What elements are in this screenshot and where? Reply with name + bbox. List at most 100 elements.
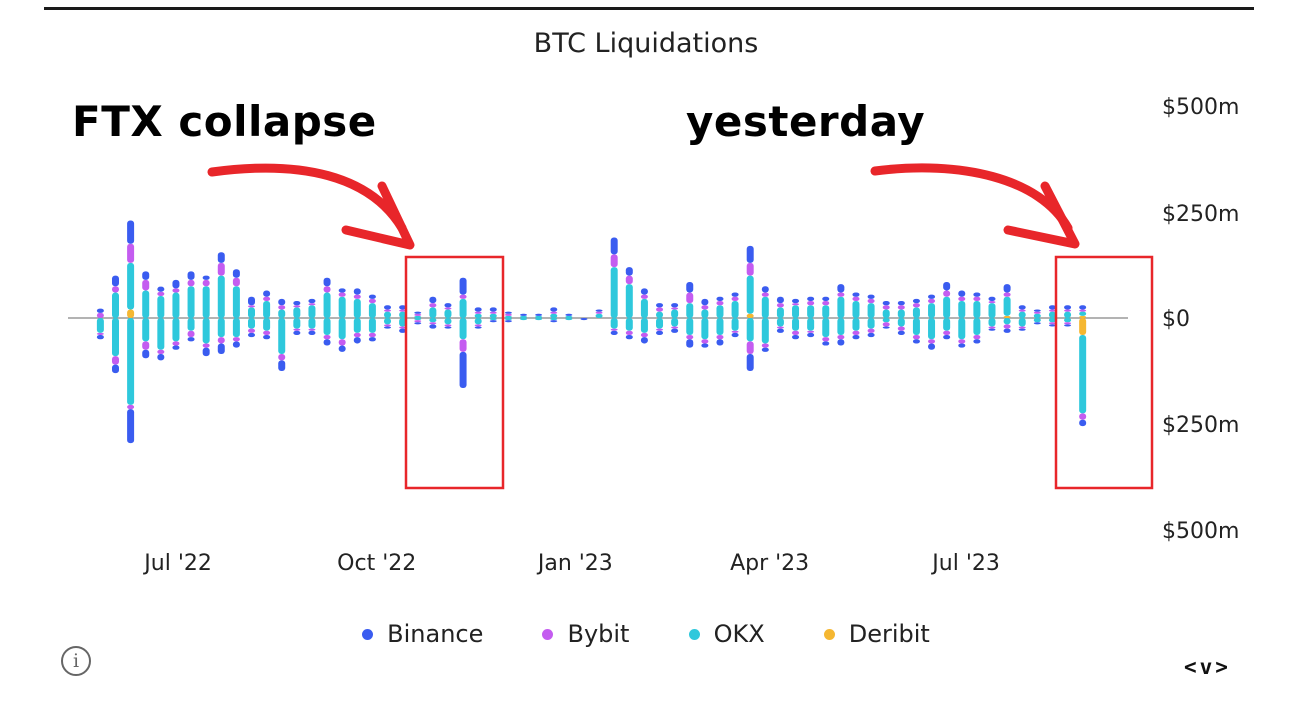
bar-segment-bybit bbox=[701, 339, 709, 344]
bar-segment-binance bbox=[1048, 305, 1056, 310]
bar-segment-okx bbox=[928, 303, 936, 318]
bar-segment-binance bbox=[187, 337, 195, 342]
bar-segment-binance bbox=[308, 330, 316, 335]
bar-segment-okx bbox=[640, 298, 648, 318]
bar-segment-okx bbox=[535, 315, 543, 318]
bar-segment-bybit bbox=[656, 328, 664, 331]
bar-segment-bybit bbox=[822, 337, 830, 342]
bar-segment-okx bbox=[278, 318, 286, 355]
info-icon[interactable]: i bbox=[61, 646, 91, 676]
bar-segment-binance bbox=[852, 334, 860, 340]
bar-segment-binance bbox=[912, 298, 920, 304]
bar-segment-bybit bbox=[308, 303, 316, 306]
bar-segment-binance bbox=[792, 334, 800, 340]
x-tick-label: Jan '23 bbox=[537, 551, 613, 576]
bar-segment-bybit bbox=[625, 330, 633, 335]
bar-segment-binance bbox=[640, 288, 648, 295]
bar-segment-okx bbox=[1048, 311, 1056, 318]
bar-segment-bybit bbox=[96, 332, 104, 335]
bar-segment-binance bbox=[217, 252, 225, 263]
bar-segment-bybit bbox=[202, 343, 210, 348]
bar-segment-bybit bbox=[459, 339, 467, 352]
bar-segment-okx bbox=[671, 318, 679, 327]
bar-segment-okx bbox=[414, 315, 422, 318]
legend-item-binance[interactable]: Binance bbox=[362, 620, 483, 648]
bar-segment-okx bbox=[701, 309, 709, 318]
bar-segment-okx bbox=[127, 262, 135, 310]
bar-segment-binance bbox=[671, 328, 679, 333]
bar-segment-okx bbox=[459, 298, 467, 318]
bar-segment-binance bbox=[368, 337, 376, 342]
legend-item-bybit[interactable]: Bybit bbox=[542, 620, 629, 648]
bar-segment-bybit bbox=[142, 279, 150, 291]
bar-segment-bybit bbox=[776, 303, 784, 308]
bar-segment-bybit bbox=[610, 254, 618, 268]
legend-dot bbox=[362, 628, 374, 640]
bar-segment-binance bbox=[323, 277, 331, 287]
bar-segment-bybit bbox=[731, 330, 739, 333]
bar-segment-binance bbox=[293, 330, 301, 335]
bar-segment-okx bbox=[1033, 313, 1041, 318]
bar-segment-deribit bbox=[1079, 315, 1087, 318]
bar-segment-bybit bbox=[958, 339, 966, 344]
bar-segment-bybit bbox=[368, 332, 376, 338]
bar-segment-bybit bbox=[217, 262, 225, 276]
bar-segment-binance bbox=[1079, 305, 1087, 310]
bar-segment-bybit bbox=[429, 322, 437, 325]
bar-segment-binance bbox=[429, 296, 437, 304]
bar-segment-binance bbox=[368, 294, 376, 299]
bar-segment-okx bbox=[323, 318, 331, 335]
bar-segment-bybit bbox=[1079, 413, 1087, 420]
bar-segment-bybit bbox=[429, 303, 437, 308]
bar-segment-okx bbox=[384, 318, 392, 325]
x-tick-label: Jul '23 bbox=[932, 551, 1000, 576]
bar-segment-binance bbox=[761, 347, 769, 352]
bar-segment-binance bbox=[142, 271, 150, 280]
bar-segment-okx bbox=[625, 318, 633, 331]
bar-segment-okx bbox=[776, 307, 784, 318]
bar-segment-binance bbox=[882, 301, 890, 306]
chevron-nav-icon[interactable]: <v> bbox=[1184, 655, 1231, 679]
bar-segment-binance bbox=[958, 343, 966, 348]
bar-segment-okx bbox=[746, 318, 754, 342]
bar-segment-okx bbox=[308, 318, 316, 329]
legend-item-okx[interactable]: OKX bbox=[688, 620, 765, 648]
bar-segment-okx bbox=[217, 275, 225, 318]
bar-segment-bybit bbox=[96, 312, 104, 318]
bar-segment-binance bbox=[504, 320, 512, 323]
bar-segment-bybit bbox=[368, 298, 376, 304]
bar-segment-binance bbox=[867, 332, 875, 338]
bar-segment-binance bbox=[172, 345, 180, 350]
bar-segment-okx bbox=[399, 318, 407, 327]
bar-segment-binance bbox=[897, 301, 905, 306]
bar-segment-binance bbox=[716, 296, 724, 302]
yesterday-arrow bbox=[870, 163, 1073, 233]
chart-title: BTC Liquidations bbox=[533, 28, 759, 59]
bar-segment-bybit bbox=[1033, 311, 1041, 314]
bar-segment-bybit bbox=[1003, 292, 1011, 297]
bar-segment-binance bbox=[459, 351, 467, 388]
bar-segment-bybit bbox=[912, 303, 920, 308]
x-tick-label: Apr '23 bbox=[730, 551, 810, 576]
bar-segment-okx bbox=[882, 309, 890, 318]
yesterday-highlight-box bbox=[1054, 255, 1154, 490]
bar-segment-deribit bbox=[746, 313, 754, 318]
legend-label: Bybit bbox=[567, 620, 630, 648]
bar-segment-binance bbox=[595, 309, 603, 312]
legend-item-deribit[interactable]: Deribit bbox=[823, 620, 930, 648]
bar-segment-bybit bbox=[157, 349, 165, 355]
bar-segment-binance bbox=[399, 305, 407, 310]
top-rule bbox=[44, 7, 1254, 10]
bar-segment-okx bbox=[565, 318, 573, 321]
bar-segment-bybit bbox=[928, 298, 936, 304]
bar-segment-okx bbox=[1064, 318, 1072, 323]
bar-segment-bybit bbox=[248, 305, 256, 308]
bar-segment-bybit bbox=[323, 286, 331, 293]
bar-segment-okx bbox=[807, 305, 815, 318]
bar-segment-bybit bbox=[988, 326, 996, 329]
bar-segment-binance bbox=[278, 360, 286, 371]
bar-segment-binance bbox=[550, 307, 558, 312]
bar-segment-okx bbox=[474, 318, 482, 325]
bar-segment-binance bbox=[338, 288, 346, 293]
bar-segment-bybit bbox=[504, 313, 512, 316]
